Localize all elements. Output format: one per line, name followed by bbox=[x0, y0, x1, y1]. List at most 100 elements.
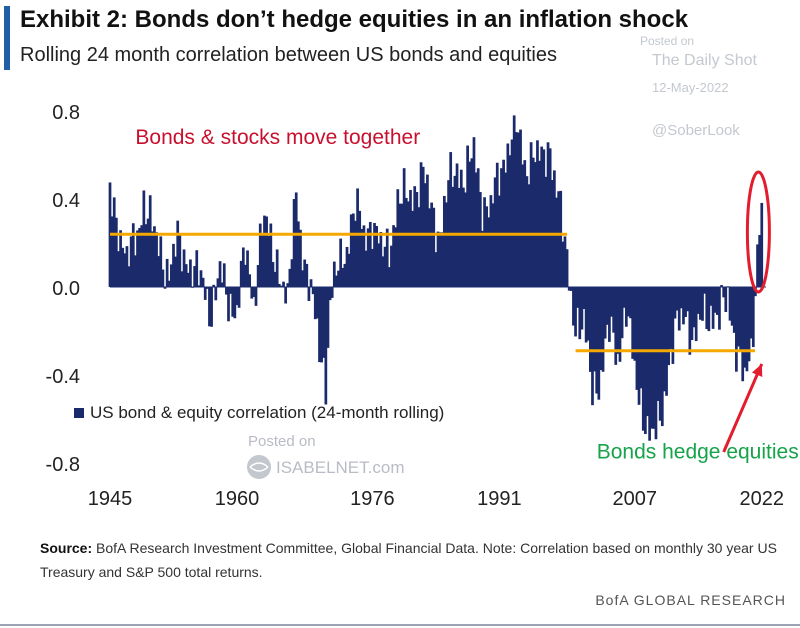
correlation-bar bbox=[559, 190, 563, 287]
correlation-bar bbox=[252, 287, 256, 298]
correlation-bar bbox=[635, 287, 639, 390]
correlation-bar bbox=[603, 287, 607, 339]
correlation-bar bbox=[470, 158, 474, 287]
correlation-bar bbox=[368, 221, 372, 287]
correlation-bar bbox=[322, 287, 326, 358]
correlation-bar bbox=[343, 263, 347, 287]
correlation-bar bbox=[225, 287, 228, 295]
correlation-bar bbox=[134, 255, 137, 287]
correlation-bar bbox=[758, 235, 762, 287]
correlation-bar bbox=[404, 197, 408, 287]
correlation-bar bbox=[455, 163, 459, 287]
correlation-bar bbox=[277, 283, 281, 287]
correlation-bar bbox=[624, 287, 628, 327]
correlation-bar bbox=[709, 287, 713, 306]
correlation-bar bbox=[760, 202, 764, 287]
correlation-bar bbox=[172, 243, 175, 287]
correlation-bar bbox=[629, 287, 632, 319]
correlation-bar bbox=[650, 287, 654, 429]
correlation-bar bbox=[292, 199, 296, 287]
correlation-bar bbox=[345, 246, 349, 287]
correlation-bar bbox=[241, 247, 245, 287]
correlation-bar bbox=[426, 174, 429, 287]
correlation-bar bbox=[669, 287, 673, 349]
correlation-bar bbox=[466, 145, 469, 287]
correlation-bar bbox=[390, 245, 393, 287]
correlation-bar bbox=[294, 192, 298, 287]
correlation-bar bbox=[500, 168, 503, 287]
correlation-bar bbox=[599, 287, 603, 371]
correlation-bar bbox=[732, 287, 736, 333]
correlation-bar bbox=[161, 269, 165, 287]
correlation-bar bbox=[301, 270, 304, 287]
correlation-bar bbox=[529, 142, 533, 287]
correlation-bar bbox=[745, 287, 749, 372]
correlation-bar bbox=[728, 287, 732, 321]
correlation-bar bbox=[756, 244, 759, 287]
correlation-bar bbox=[663, 287, 666, 392]
x-tick-label: 2022 bbox=[740, 488, 785, 510]
correlation-bar bbox=[358, 210, 362, 287]
correlation-bar bbox=[677, 287, 681, 331]
correlation-bar bbox=[265, 216, 268, 287]
correlation-bar bbox=[614, 287, 618, 365]
correlation-bar bbox=[671, 287, 675, 364]
correlation-bar bbox=[713, 287, 717, 313]
correlation-bar bbox=[548, 148, 552, 287]
correlation-bar bbox=[536, 140, 539, 287]
correlation-bar bbox=[586, 287, 590, 341]
correlation-bar bbox=[741, 287, 745, 382]
highlight-ellipse bbox=[745, 170, 771, 294]
correlation-bar bbox=[682, 287, 685, 325]
y-tick-label: -0.4 bbox=[46, 366, 80, 388]
correlation-bar bbox=[155, 232, 158, 287]
watermark-date: 12-May-2022 bbox=[652, 80, 729, 95]
correlation-bar bbox=[316, 287, 319, 319]
correlation-bar bbox=[593, 287, 596, 372]
correlation-bar bbox=[438, 232, 442, 287]
correlation-bar bbox=[478, 192, 482, 287]
correlation-bar bbox=[491, 203, 495, 287]
correlation-bar bbox=[652, 287, 656, 429]
correlation-bar bbox=[214, 287, 218, 301]
correlation-bar bbox=[267, 235, 271, 287]
correlation-bar bbox=[119, 230, 122, 287]
footer-credit: BofA GLOBAL RESEARCH bbox=[595, 592, 786, 608]
correlation-bar bbox=[165, 258, 169, 287]
source-text: BofA Research Investment Committee, Glob… bbox=[40, 540, 777, 580]
correlation-bar bbox=[580, 287, 584, 330]
correlation-bar bbox=[349, 214, 353, 287]
correlation-bar bbox=[694, 287, 698, 342]
correlation-bar bbox=[341, 267, 345, 287]
correlation-chart: 0.8 0.4 0.0 -0.4 -0.8 1945 1960 1976 1991 2007 202… bbox=[46, 102, 799, 510]
correlation-bar bbox=[201, 277, 205, 287]
correlation-bar bbox=[618, 287, 622, 362]
globe-icon bbox=[247, 455, 271, 479]
correlation-bar bbox=[305, 263, 309, 287]
correlation-bar bbox=[313, 287, 317, 320]
correlation-bar bbox=[244, 264, 247, 287]
correlation-bar bbox=[434, 252, 438, 287]
correlation-bar bbox=[751, 287, 755, 348]
legend-swatch bbox=[74, 408, 84, 418]
correlation-bar bbox=[739, 287, 742, 350]
legend-label: US bond & equity correlation (24-month r… bbox=[90, 403, 444, 422]
correlation-bar bbox=[227, 287, 230, 322]
correlation-bar bbox=[608, 287, 611, 342]
correlation-bar bbox=[737, 287, 740, 347]
correlation-bar bbox=[576, 287, 580, 308]
correlation-bar bbox=[220, 282, 224, 287]
correlation-bar bbox=[457, 187, 461, 287]
correlation-bar bbox=[394, 227, 398, 287]
correlation-bar bbox=[366, 228, 370, 287]
correlation-bar bbox=[686, 287, 690, 312]
watermark-isabelnet: ISABELNET.com bbox=[276, 458, 405, 477]
bottom-divider bbox=[0, 624, 800, 626]
correlation-bar bbox=[330, 287, 334, 298]
correlation-bar bbox=[517, 132, 520, 287]
correlation-bar bbox=[656, 287, 660, 401]
correlation-bar bbox=[288, 268, 292, 287]
correlation-bar bbox=[248, 274, 252, 287]
correlation-bar bbox=[309, 279, 313, 287]
correlation-bar bbox=[180, 271, 184, 287]
